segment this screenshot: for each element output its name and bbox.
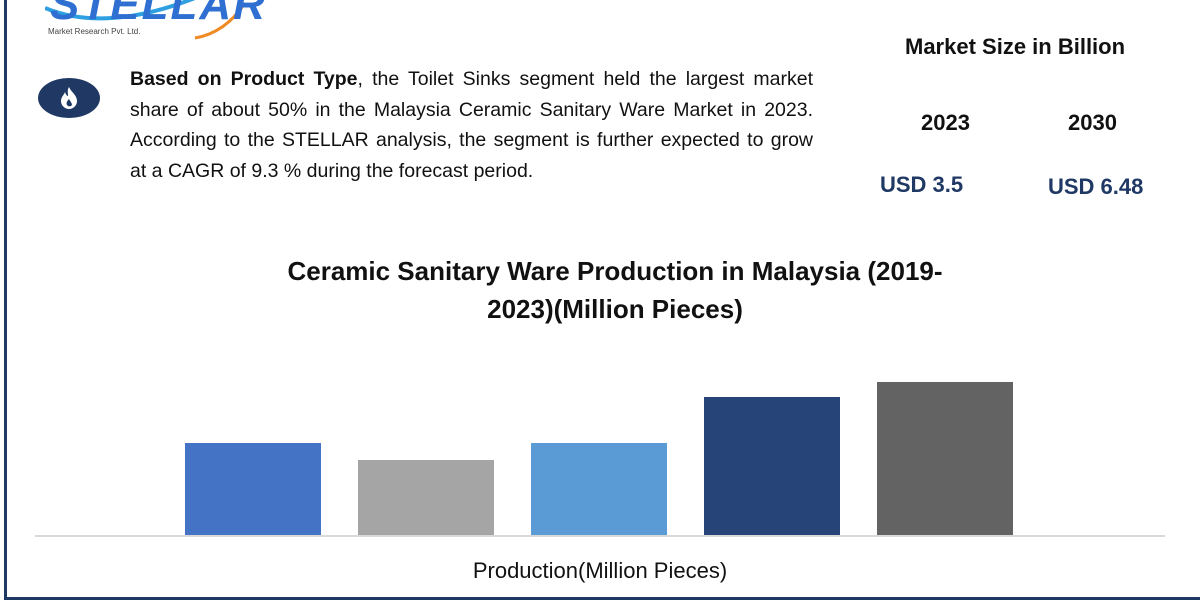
summary-body: , the Toilet Sinks segment held the larg… [130, 68, 813, 182]
logo-text: STELLAR [50, 0, 267, 29]
summary-text: Based on Product Type, the Toilet Sinks … [130, 64, 813, 186]
market-size-title: Market Size in Billion [905, 34, 1126, 59]
bar-5 [877, 382, 1013, 535]
summary-lead: Based on Product Type [130, 68, 358, 90]
x-axis-label: Production(Million Pieces) [472, 558, 728, 583]
year-2023: 2023 [921, 110, 970, 135]
chart-title-line-2: 2023)(Million Pieces) [487, 294, 743, 324]
bar-4 [704, 397, 840, 535]
bar-chart [35, 382, 1165, 537]
bar-1 [185, 443, 321, 535]
flame-icon [38, 78, 100, 118]
frame-border-bottom [4, 597, 1200, 600]
chart-title-line-1: Ceramic Sanitary Ware Production in Mala… [287, 256, 943, 286]
bar-3 [531, 443, 667, 535]
market-value-2023: USD 3.5 [880, 172, 964, 197]
year-2030: 2030 [1068, 110, 1117, 135]
logo-swoosh [45, 0, 247, 40]
logo-subtitle: Market Research Pvt. Ltd. [48, 27, 141, 36]
bar-2 [358, 460, 494, 535]
chart-title: Ceramic Sanitary Ware Production in Mala… [200, 252, 1030, 328]
market-value-2030: USD 6.48 [1048, 174, 1144, 199]
frame-border-left [4, 0, 7, 600]
